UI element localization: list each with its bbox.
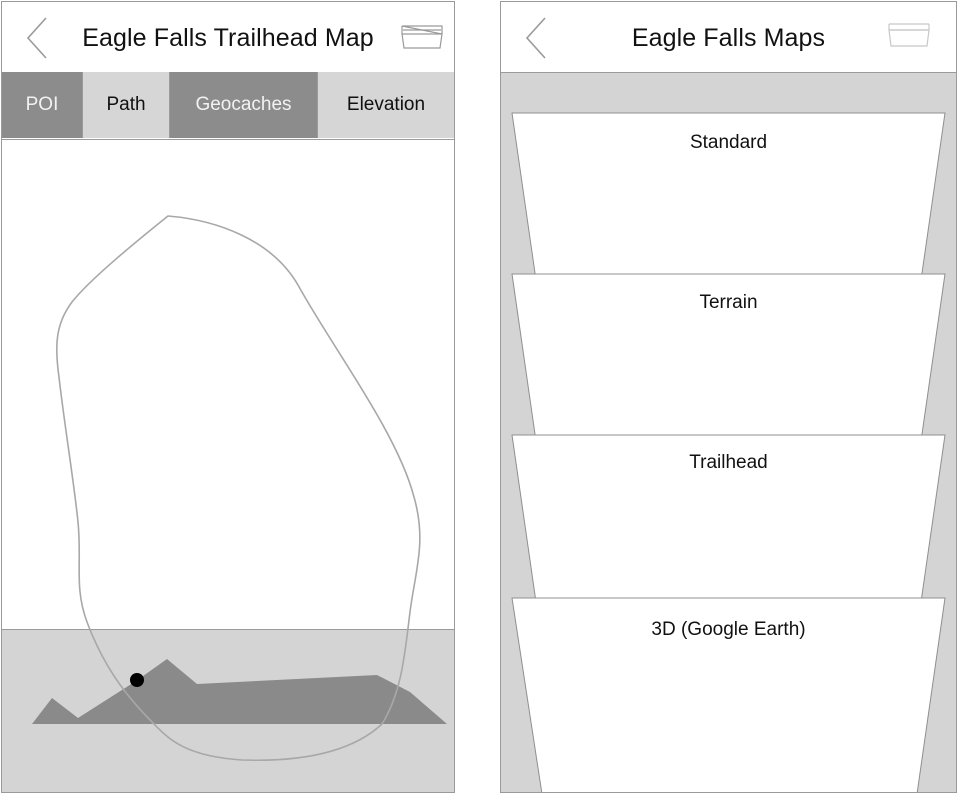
tab-elevation[interactable]: Elevation (317, 72, 454, 138)
map-type-trailhead[interactable]: Trailhead (689, 452, 768, 473)
chevron-left-icon[interactable] (22, 16, 52, 60)
map-type-3d-google-earth[interactable]: 3D (Google Earth) (651, 619, 806, 640)
tab-geocaches[interactable]: Geocaches (170, 72, 317, 138)
maps-selection-screen: Eagle Falls Maps Standard Terrain Trailh… (500, 1, 957, 793)
tab-bar: POI Path Geocaches Elevation (2, 72, 454, 140)
stacked-layers-icon[interactable] (885, 20, 933, 52)
trailhead-map-screen: Eagle Falls Trailhead Map POI Path Geoca… (1, 1, 455, 793)
map-type-cards (511, 112, 946, 792)
stacked-layers-icon[interactable] (398, 20, 446, 52)
trail-loop-path (56, 215, 421, 762)
tab-poi[interactable]: POI (2, 72, 82, 138)
current-location-marker (130, 673, 144, 687)
header: Eagle Falls Trailhead Map (2, 2, 454, 73)
chevron-left-icon[interactable] (521, 16, 551, 60)
elevation-profile (32, 659, 447, 724)
page-title: Eagle Falls Trailhead Map (82, 24, 374, 52)
map-type-terrain[interactable]: Terrain (699, 292, 758, 313)
tab-path[interactable]: Path (82, 72, 170, 138)
map-card-3d (511, 597, 946, 792)
page-title: Eagle Falls Maps (631, 24, 826, 52)
trail-map[interactable] (2, 2, 454, 793)
map-type-standard[interactable]: Standard (689, 132, 768, 153)
header: Eagle Falls Maps (501, 2, 956, 73)
